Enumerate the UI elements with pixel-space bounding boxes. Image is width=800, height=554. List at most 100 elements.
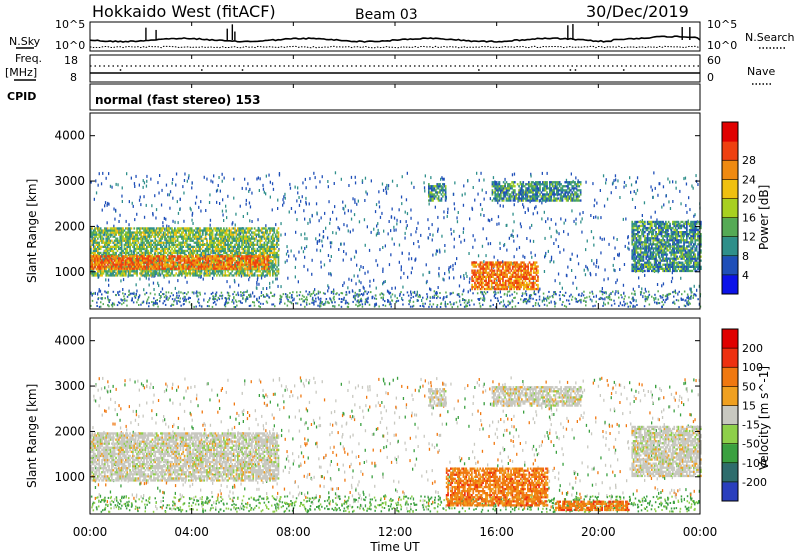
ground-cell: [682, 298, 684, 301]
echo-cell: [216, 231, 218, 234]
echo-cell: [141, 243, 144, 246]
echo-cell: [241, 270, 243, 273]
echo-cell: [144, 243, 147, 246]
echo-cell: [269, 231, 271, 234]
echo-cell: [253, 239, 256, 242]
scatter-cell: [218, 176, 220, 179]
ground-cell: [224, 305, 227, 308]
ground-cell: [119, 302, 121, 305]
echo-cell: [130, 263, 133, 266]
echo-cell: [144, 251, 147, 255]
scatter-cell: [574, 275, 577, 279]
echo-cell: [109, 270, 112, 273]
ground-cell: [322, 303, 324, 306]
echo-cell: [116, 265, 119, 268]
scatter-cell: [95, 179, 97, 183]
echo-cell: [148, 227, 151, 230]
echo-cell: [221, 245, 224, 248]
scatter-cell: [333, 288, 335, 292]
echo-cell: [148, 241, 151, 244]
echo-cell: [223, 249, 225, 253]
echo-cell: [190, 229, 193, 232]
ground-cell: [97, 297, 100, 299]
echo-cell: [133, 255, 136, 258]
echo-cell: [217, 245, 220, 248]
scatter-cell: [627, 235, 629, 239]
echo-cell: [147, 267, 150, 270]
ground-cell: [233, 290, 236, 293]
echo-cell: [123, 243, 126, 246]
echo-cell: [259, 229, 262, 232]
echo-cell: [111, 253, 113, 257]
echo-cell: [137, 245, 140, 248]
echo-cell: [111, 274, 113, 277]
scatter-cell: [444, 300, 446, 304]
echo-cell: [245, 274, 248, 277]
scatter-cell: [174, 220, 176, 224]
echo-cell: [155, 227, 158, 230]
ground-cell: [517, 302, 520, 304]
scatter-cell: [580, 300, 582, 304]
ground-cell: [452, 291, 454, 294]
echo-cell: [199, 243, 201, 246]
ground-cell: [185, 300, 187, 303]
echo-cell: [190, 272, 193, 275]
ground-cell: [632, 305, 634, 308]
scatter-cell: [267, 264, 270, 268]
scatter-cell: [257, 176, 259, 180]
ground-cell: [493, 291, 495, 294]
scatter-cell: [593, 262, 595, 266]
echo-cell: [104, 253, 106, 257]
echo-cell: [193, 251, 196, 255]
echo-cell: [217, 251, 220, 255]
ground-cell: [300, 303, 302, 306]
echo-cell: [151, 253, 154, 257]
echo-cell: [127, 241, 130, 244]
scatter-cell: [373, 278, 375, 282]
echo-cell: [141, 262, 144, 265]
echo-cell: [104, 243, 106, 246]
scatter-cell: [545, 220, 547, 224]
scatter-cell: [416, 299, 418, 302]
echo-cell: [203, 229, 206, 232]
echo-cell: [168, 247, 171, 251]
ground-cell: [207, 301, 209, 303]
scatter-cell: [328, 200, 330, 204]
ground-cell: [214, 293, 217, 296]
echo-cell: [238, 258, 241, 261]
scatter-cell: [236, 267, 239, 271]
scatter-cell: [382, 270, 384, 273]
echo-cell: [161, 237, 164, 240]
scatter-cell: [396, 218, 398, 222]
echo-cell: [143, 247, 145, 251]
scatter-cell: [651, 188, 653, 192]
echo-cell: [238, 227, 241, 230]
scatter-cell: [330, 273, 332, 277]
echo-cell: [161, 233, 164, 236]
scatter-cell: [248, 278, 250, 282]
echo-cell: [148, 258, 151, 261]
scatter-cell: [400, 195, 403, 199]
scatter-cell: [541, 299, 543, 303]
scatter-cell: [343, 207, 345, 211]
scatter-cell: [386, 183, 388, 187]
scatter-cell: [203, 175, 205, 179]
scatter-cell: [512, 262, 514, 265]
scatter-cell: [477, 192, 479, 196]
scatter-cell: [666, 294, 669, 298]
scatter-cell: [614, 269, 616, 273]
scatter-cell: [152, 281, 155, 285]
ground-cell: [148, 305, 150, 308]
ground-cell: [503, 293, 506, 296]
ground-cell: [212, 295, 214, 298]
echo-cell: [270, 245, 273, 248]
echo-cell: [94, 229, 96, 232]
echo-cell: [277, 258, 280, 261]
scatter-cell: [258, 282, 260, 286]
echo-cell: [244, 241, 246, 244]
echo-cell: [123, 245, 126, 248]
scatter-cell: [599, 236, 601, 240]
echo-cell: [276, 266, 278, 269]
echo-cell: [218, 253, 221, 257]
scatter-cell: [474, 238, 476, 242]
